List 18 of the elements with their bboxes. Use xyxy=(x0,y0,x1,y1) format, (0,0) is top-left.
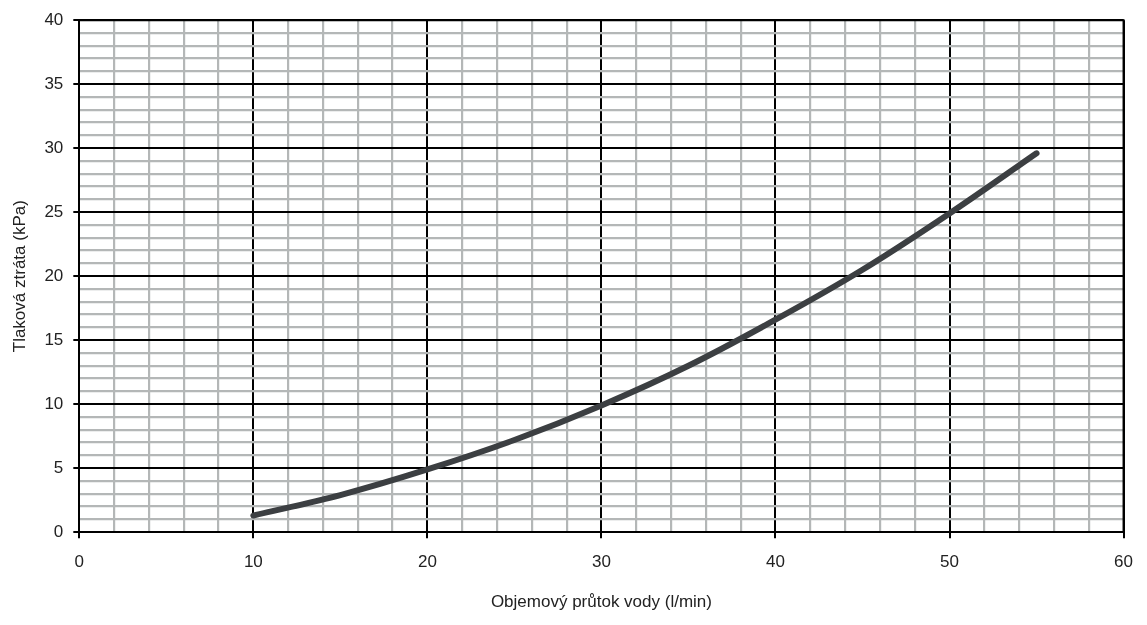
x-tick-label: 30 xyxy=(591,552,611,572)
x-tick-label: 20 xyxy=(417,552,437,572)
x-tick-label: 40 xyxy=(766,552,785,572)
y-tick-label: 30 xyxy=(44,137,64,157)
x-axis-title: Objemový průtok vody (l/min) xyxy=(490,592,712,612)
y-tick-label: 25 xyxy=(44,201,64,221)
x-tick-label: 50 xyxy=(940,552,959,572)
x-tick-label: 10 xyxy=(243,552,263,572)
y-tick-label: 20 xyxy=(44,265,64,285)
y-tick-label: 0 xyxy=(53,521,64,541)
y-tick-label: 5 xyxy=(53,457,64,477)
y-tick-label: 40 xyxy=(44,9,64,29)
x-tick-label: 0 xyxy=(74,552,85,572)
y-axis-title: Tlaková ztráta (kPa) xyxy=(9,200,29,353)
x-tick-label: 60 xyxy=(1114,552,1134,572)
y-tick-label: 15 xyxy=(44,329,64,349)
y-tick-label: 10 xyxy=(44,393,64,413)
y-tick-label: 35 xyxy=(44,73,64,93)
